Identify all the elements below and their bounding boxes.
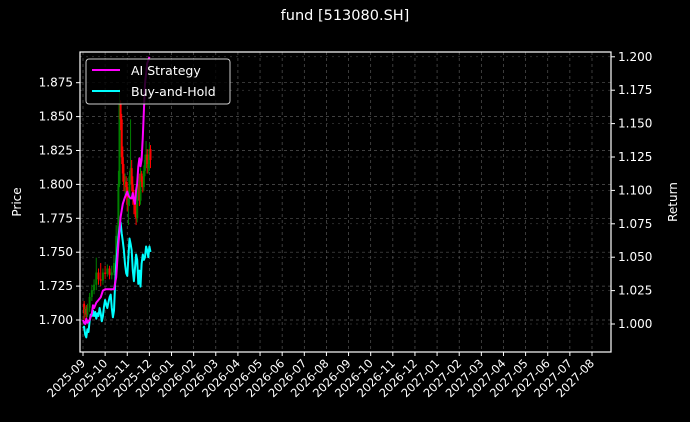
candle-body xyxy=(134,204,137,211)
candle-body xyxy=(138,184,141,201)
candle-body xyxy=(135,210,138,219)
y-tick-label-right: 1.125 xyxy=(618,150,652,164)
candle-body xyxy=(145,154,148,160)
candle-body xyxy=(118,103,121,185)
left-y-axis: 1.700 1.725 1.750 1.775 1.800 1.825 1.850 1.875 xyxy=(39,76,80,327)
plot-frame xyxy=(79,51,612,353)
candle-body xyxy=(124,181,127,185)
left-y-axis-label: Price xyxy=(10,187,24,216)
candle-body xyxy=(139,173,142,201)
candle-body xyxy=(112,263,115,273)
candle-body xyxy=(147,164,150,169)
y-tick-label-right: 1.100 xyxy=(618,183,652,197)
candle-body xyxy=(85,309,88,315)
candle-body xyxy=(129,168,132,177)
y-tick-label-right: 1.025 xyxy=(618,284,652,298)
line-series xyxy=(82,56,152,339)
candle-body xyxy=(131,184,134,198)
y-tick-label-left: 1.725 xyxy=(39,279,73,293)
y-tick-label-right: 1.200 xyxy=(618,50,652,64)
y-tick-label-left: 1.800 xyxy=(39,177,73,191)
candle-body xyxy=(126,187,129,205)
candle-body xyxy=(99,279,102,281)
y-tick-label-right: 1.050 xyxy=(618,250,652,264)
candle-body xyxy=(143,159,146,171)
legend-box xyxy=(85,58,231,105)
y-tick-label-left: 1.825 xyxy=(39,144,73,158)
y-tick-label-left: 1.775 xyxy=(39,211,73,225)
candle-body xyxy=(117,184,120,236)
candle-body xyxy=(148,149,151,165)
candle-body xyxy=(84,309,87,314)
candle-body xyxy=(101,272,104,281)
y-tick-label-left: 1.700 xyxy=(39,313,73,327)
candle-body xyxy=(104,272,107,274)
candle-body xyxy=(86,307,89,315)
candle-body xyxy=(88,296,91,308)
legend-label-ai-strategy: AI Strategy xyxy=(131,63,201,78)
x-axis: 2025-092025-102025-112025-122026-012026-… xyxy=(44,352,597,400)
candle-body xyxy=(136,195,139,219)
y-tick-label-left: 1.750 xyxy=(39,245,73,259)
right-y-axis: 1.000 1.025 1.050 1.075 1.100 1.125 1.150 1.175… xyxy=(611,50,652,331)
candle-body xyxy=(83,303,86,314)
y-tick-label-right: 1.150 xyxy=(618,117,652,131)
candle-body xyxy=(121,157,124,174)
candle-body xyxy=(115,235,118,264)
candle-body xyxy=(146,154,149,169)
candle-body xyxy=(90,290,93,297)
y-tick-label-left: 1.875 xyxy=(39,76,73,90)
candle-body xyxy=(119,103,122,120)
candle-body xyxy=(127,197,130,205)
y-tick-label-left: 1.850 xyxy=(39,110,73,124)
candle-body xyxy=(149,149,152,160)
candle-body xyxy=(93,284,96,291)
candle-body xyxy=(97,272,100,280)
candle-body xyxy=(106,268,109,274)
candle-body xyxy=(95,272,98,285)
candle-body xyxy=(122,173,125,185)
y-tick-label-right: 1.000 xyxy=(618,317,652,331)
candle-body xyxy=(110,272,113,276)
candle-body xyxy=(128,176,131,198)
candle-body xyxy=(137,184,140,196)
candle-body xyxy=(142,170,145,188)
candle-body xyxy=(120,119,123,158)
series-line-ai-strategy xyxy=(82,56,151,325)
chart-title: fund [513080.SH] xyxy=(280,8,410,24)
legend-label-buy-and-hold: Buy-and-Hold xyxy=(131,84,216,99)
candle-body xyxy=(130,168,133,185)
y-tick-label-right: 1.175 xyxy=(618,83,652,97)
right-y-axis-label: Return xyxy=(666,182,680,222)
candle-body xyxy=(125,181,128,188)
candle-body xyxy=(140,173,143,182)
candle-body xyxy=(108,268,111,276)
y-tick-label-right: 1.075 xyxy=(618,217,652,231)
legend: AI Strategy Buy-and-Hold xyxy=(85,58,231,105)
candlestick-series xyxy=(83,89,152,320)
candle-body xyxy=(141,181,144,188)
